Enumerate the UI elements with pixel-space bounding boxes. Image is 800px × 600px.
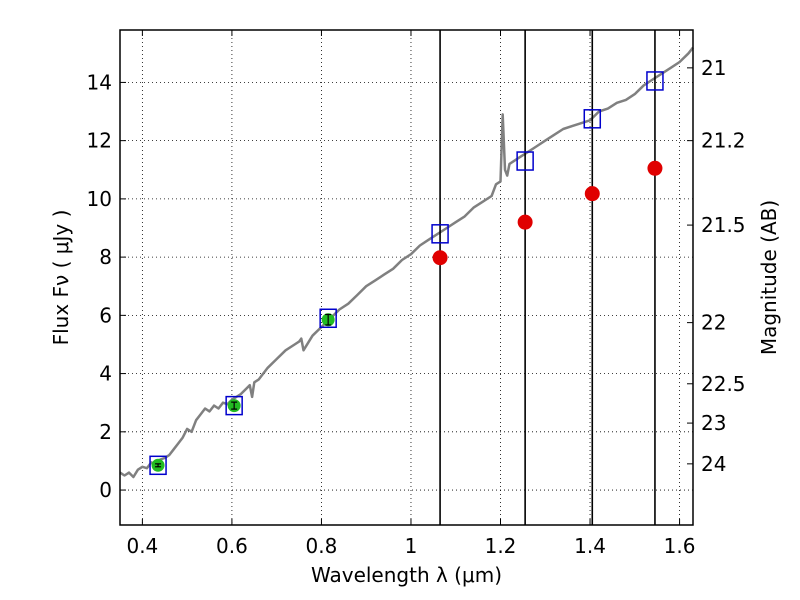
y-axis-label: Flux Fν ( μJy ) (49, 210, 73, 346)
y-tick-label: 6 (99, 303, 112, 327)
y2-tick-label: 21 (701, 56, 726, 80)
model-square-marker (583, 109, 602, 129)
y2-tick-label: 21.2 (701, 129, 746, 153)
y2-tick-label: 23 (701, 411, 726, 435)
x-tick-label: 1.2 (485, 534, 517, 558)
plot-frame (119, 29, 694, 526)
spectrum-series (119, 46, 694, 479)
x-tick-label: 1 (405, 534, 418, 558)
x-tick-label: 1.4 (574, 534, 606, 558)
red-photometry-point (584, 186, 600, 202)
filter-lines (439, 30, 656, 525)
red-photometry-point (647, 160, 663, 176)
y2-tick-label: 22.5 (701, 372, 746, 396)
y-tick-label: 8 (99, 245, 112, 269)
x-axis-label: Wavelength λ (μm) (311, 563, 502, 587)
y-tick-label: 12 (87, 129, 112, 153)
photometry-markers (149, 71, 664, 476)
spectrum-line (119, 46, 694, 479)
model-square-marker (516, 151, 534, 171)
x-tick-label: 0.4 (126, 534, 158, 558)
y2-tick-label: 22 (701, 311, 726, 335)
y-tick-label: 10 (87, 187, 112, 211)
y2-tick-label: 24 (701, 452, 726, 476)
x-tick-label: 0.8 (306, 534, 338, 558)
model-square-marker (646, 71, 664, 91)
x-tick-label: 0.6 (216, 534, 248, 558)
x-tick-label: 1.6 (664, 534, 696, 558)
axis-ticks: 0.4 0.6 0.8 1 1.2 1.4 1.6024681012142121.221.5… (87, 30, 746, 558)
y-tick-label: 0 (99, 478, 112, 502)
model-square-marker (431, 224, 449, 244)
model-square-marker (319, 308, 337, 329)
model-square-marker (225, 395, 243, 416)
y-tick-label: 4 (99, 362, 112, 386)
y2-axis-label: Magnitude (AB) (757, 200, 781, 355)
grid (120, 30, 693, 525)
y2-tick-label: 21.5 (701, 213, 746, 237)
model-square-marker (149, 455, 167, 476)
red-photometry-point (432, 250, 448, 266)
y-tick-label: 14 (87, 70, 112, 94)
red-photometry-point (517, 214, 533, 230)
y-tick-label: 2 (99, 420, 112, 444)
